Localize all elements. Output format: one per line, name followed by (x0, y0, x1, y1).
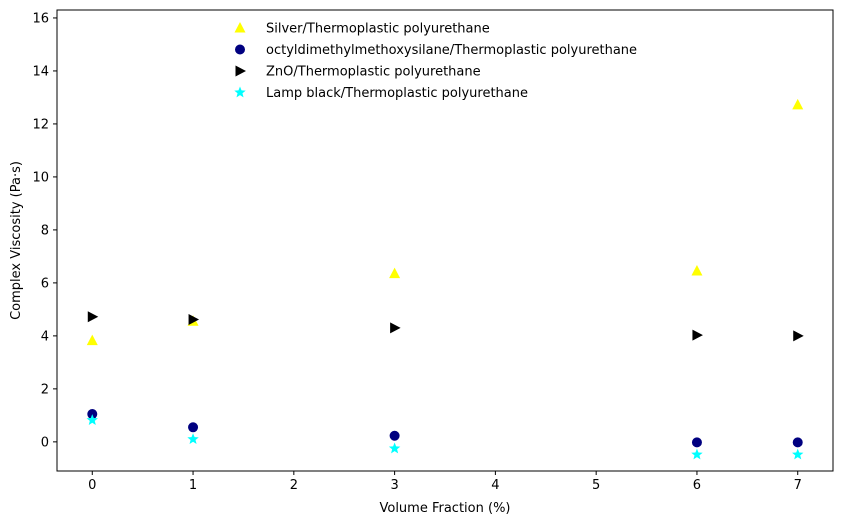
series-1-point (691, 437, 702, 448)
x-tick-label: 7 (794, 478, 802, 493)
y-tick-label: 10 (32, 170, 49, 185)
series-1-point (87, 409, 98, 420)
y-tick-label: 6 (41, 276, 49, 291)
y-axis-ticks: 0 2 4 6 8 10 12 14 16 (32, 11, 57, 450)
x-tick-label: 3 (390, 478, 398, 493)
legend-marker-1 (235, 44, 245, 55)
series-3-point (86, 414, 98, 425)
legend-label-2: ZnO/Thermoplastic polyurethane (266, 65, 481, 80)
series-2-point (87, 311, 99, 323)
y-tick-label: 14 (32, 64, 49, 79)
series-1-point (389, 430, 400, 441)
x-tick-label: 6 (693, 478, 701, 493)
x-tick-label: 5 (592, 478, 600, 493)
series-0-point (389, 267, 401, 279)
legend-label-3: Lamp black/Thermoplastic polyurethane (266, 86, 528, 101)
y-tick-label: 8 (41, 223, 49, 238)
plot-background (57, 10, 833, 471)
series-3-point (388, 442, 401, 454)
y-axis-label: Complex Viscosity (Pa·s) (9, 161, 24, 320)
x-tick-label: 2 (290, 478, 298, 493)
series-2-point (793, 330, 804, 342)
legend-marker-0 (234, 22, 246, 33)
legend-label-1: octyldimethylmethoxysilane/Thermoplastic… (266, 43, 637, 58)
series-2-point (188, 313, 200, 325)
series-3-point (187, 433, 199, 445)
y-tick-label: 16 (32, 11, 49, 26)
series-1-point (792, 437, 803, 448)
data-marks (86, 98, 804, 460)
x-tick-label: 1 (189, 478, 197, 493)
legend: Silver/Thermoplastic polyurethane octyldi… (234, 22, 637, 101)
series-0-point (86, 334, 98, 346)
legend-marker-2 (235, 65, 246, 77)
y-tick-label: 12 (32, 117, 49, 132)
y-tick-label: 2 (41, 382, 49, 397)
series-0-point (691, 264, 703, 276)
legend-marker-3 (234, 86, 246, 98)
y-tick-label: 0 (41, 435, 49, 450)
series-0-point (792, 98, 804, 110)
x-axis-ticks: 0 1 2 3 4 5 6 7 (88, 471, 802, 493)
series-1-point (188, 422, 199, 433)
legend-label-0: Silver/Thermoplastic polyurethane (266, 22, 490, 37)
x-axis-label: Volume Fraction (%) (379, 501, 510, 516)
series-2-point (692, 329, 703, 341)
series-3-point (792, 448, 804, 460)
x-tick-label: 0 (88, 478, 96, 493)
series-2-point (390, 322, 401, 334)
series-3-point (691, 448, 703, 460)
x-tick-label: 4 (491, 478, 499, 493)
plot-frame (56, 9, 834, 472)
y-tick-label: 4 (41, 329, 49, 344)
